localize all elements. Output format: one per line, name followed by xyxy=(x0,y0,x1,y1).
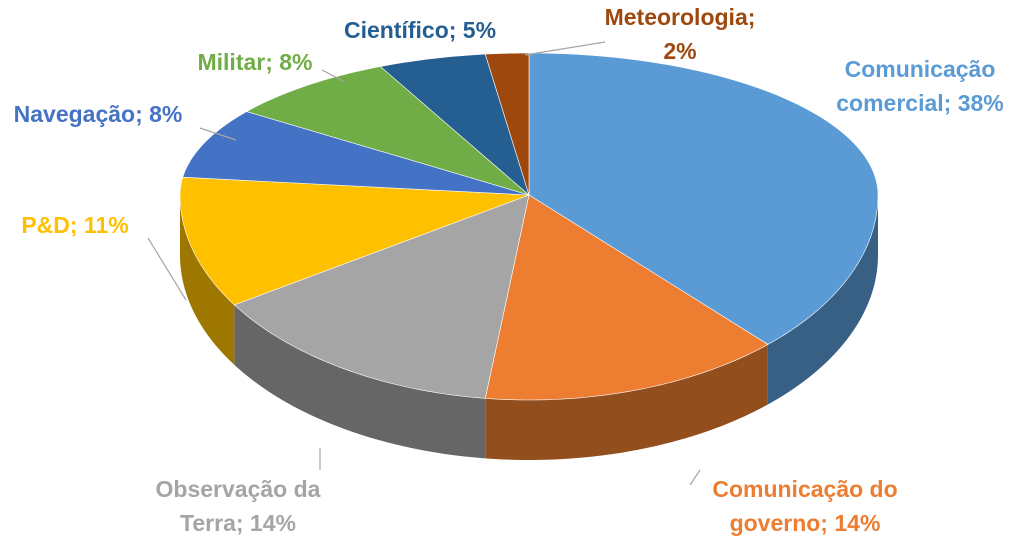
leader-line xyxy=(147,237,187,301)
side-comunicacao-do-governo xyxy=(485,344,768,460)
slice-navegacao[interactable] xyxy=(182,111,530,196)
label-navegacao: Navegação; 8% xyxy=(13,101,183,127)
side-observacao-da-terra xyxy=(234,304,486,459)
label-militar: Militar; 8% xyxy=(197,49,313,75)
label-pd: P&D; 11% xyxy=(21,212,129,238)
pie-tops xyxy=(179,52,879,401)
slice-cientifico[interactable] xyxy=(379,53,530,196)
slice-comunicacao-do-governo[interactable] xyxy=(484,194,769,401)
slice-comunicacao-comercial[interactable] xyxy=(528,52,879,345)
label-meteorologia: Meteorologia; 2% xyxy=(604,4,756,64)
label-cientifico: Científico; 5% xyxy=(343,17,497,43)
leader-line xyxy=(321,69,346,83)
label-comunicacao-governo: Comunicação do governo; 14% xyxy=(712,476,898,536)
side-comunicacao-comercial xyxy=(767,195,878,405)
leader-line xyxy=(689,469,701,486)
leader-line xyxy=(199,127,237,141)
slice-meteorologia[interactable] xyxy=(484,52,530,196)
label-comunicacao-comercial: Comunicação comercial; 38% xyxy=(836,56,1004,116)
slice-p-d[interactable] xyxy=(179,176,530,306)
side-p-d xyxy=(180,195,235,365)
leader-line xyxy=(524,41,606,56)
label-observacao-terra: Observação da Terra; 14% xyxy=(155,476,321,536)
slice-observacao-da-terra[interactable] xyxy=(233,194,530,399)
slice-militar[interactable] xyxy=(245,66,530,196)
pie-sides xyxy=(180,195,878,460)
